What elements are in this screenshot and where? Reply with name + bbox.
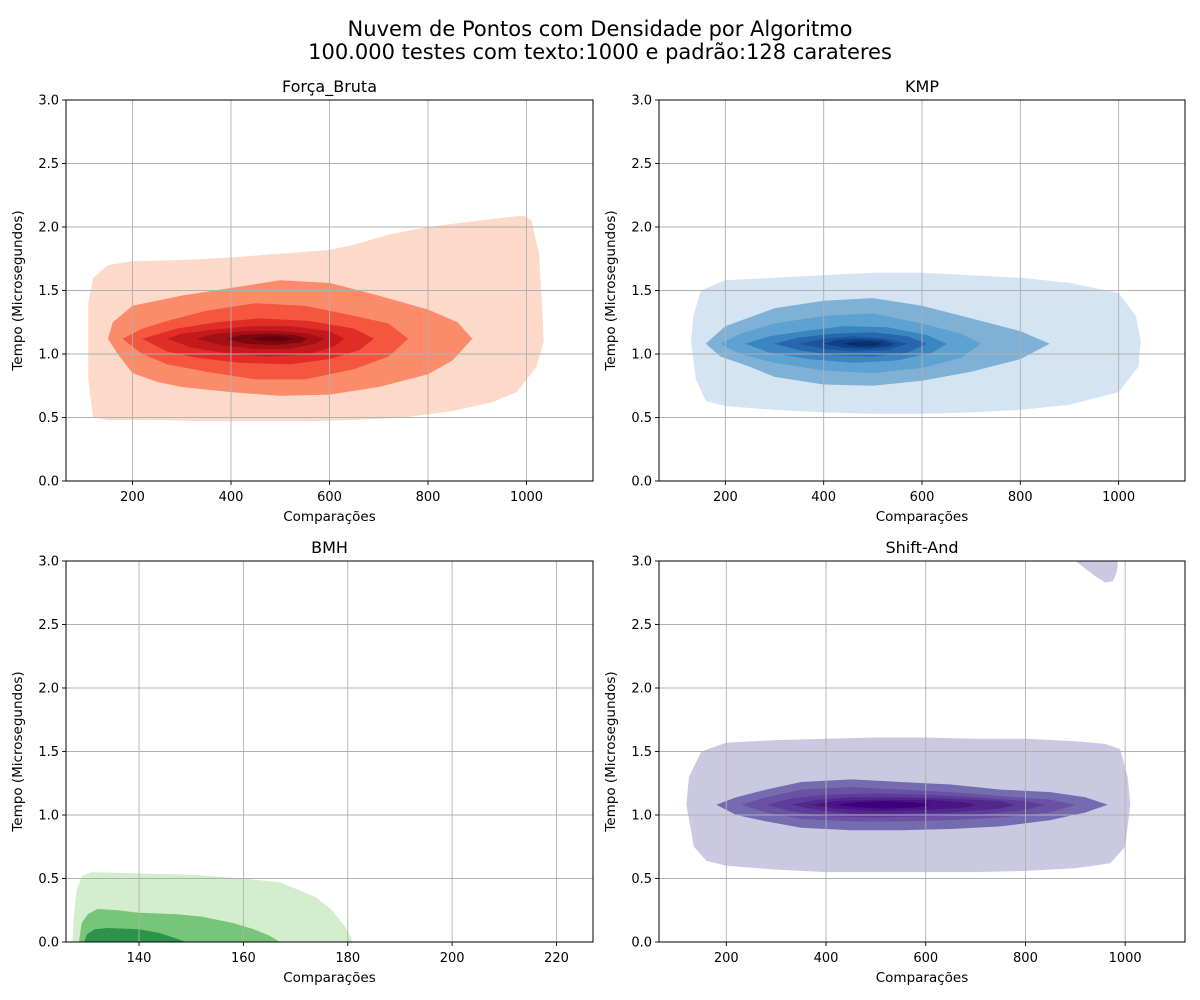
x-tick-label: 200 <box>713 490 738 505</box>
panel-4: 200 400 600 800 1000 0.0 0.5 1.0 1.5 2.0 2.5 3.0 Shi… <box>603 538 1186 986</box>
y-tick-label: 1.5 <box>631 284 652 299</box>
axes-frame <box>658 99 1186 482</box>
x-tick-label: 200 <box>120 490 145 505</box>
y-tick-label: 2.0 <box>38 221 59 236</box>
density-level-8 <box>250 336 293 342</box>
panels-group: 200 400 600 800 1000 0.0 0.5 1.0 1.5 2.0 2.5 3.0 For… <box>10 77 1186 986</box>
x-tick-label: 600 <box>317 490 342 505</box>
y-tick-label: 3.0 <box>38 94 59 109</box>
y-tick-label: 0.5 <box>38 872 59 887</box>
x-tick-label: 400 <box>814 951 839 966</box>
panel-title: BMH <box>311 538 348 557</box>
density-contours <box>88 215 544 422</box>
density-contours <box>686 561 1131 873</box>
x-tick-label: 1000 <box>510 490 543 505</box>
y-tick-label: 2.0 <box>631 682 652 697</box>
panel-title: Força_Bruta <box>282 77 377 97</box>
y-tick-label: 2.5 <box>38 157 59 172</box>
y-tick-label: 1.5 <box>631 745 652 760</box>
density-contours <box>72 872 354 942</box>
y-tick-label: 0.0 <box>38 475 59 490</box>
x-tick-label: 220 <box>544 951 569 966</box>
panel-3: 140 160 180 200 220 0.0 0.5 1.0 1.5 2.0 2.5 3.0 BMH C… <box>10 538 594 986</box>
density-level-7 <box>836 801 931 809</box>
panel-1: 200 400 600 800 1000 0.0 0.5 1.0 1.5 2.0 2.5 3.0 For… <box>10 77 594 525</box>
x-tick-label: 1000 <box>1109 951 1142 966</box>
figure-title-line2: 100.000 testes com texto:1000 e padrão:1… <box>308 40 892 64</box>
y-tick-label: 0.5 <box>38 411 59 426</box>
x-tick-label: 800 <box>1013 951 1038 966</box>
x-tick-label: 400 <box>219 490 244 505</box>
y-tick-label: 3.0 <box>38 555 59 570</box>
x-axis-label: Comparações <box>876 970 969 986</box>
y-axis-label: Tempo (Microsegundos) <box>603 671 619 832</box>
x-tick-label: 1000 <box>1102 490 1135 505</box>
x-tick-label: 180 <box>335 951 360 966</box>
x-axis-label: Comparações <box>876 509 969 525</box>
y-tick-label: 0.5 <box>631 872 652 887</box>
x-tick-label: 140 <box>127 951 152 966</box>
density-contours <box>691 272 1141 414</box>
y-tick-label: 1.0 <box>38 348 59 363</box>
panel-2: 200 400 600 800 1000 0.0 0.5 1.0 1.5 2.0 2.5 3.0 KMP… <box>603 77 1186 525</box>
y-tick-label: 2.0 <box>38 682 59 697</box>
y-tick-label: 3.0 <box>631 94 652 109</box>
y-tick-label: 0.5 <box>631 411 652 426</box>
x-tick-label: 800 <box>1008 490 1033 505</box>
x-tick-label: 600 <box>910 490 935 505</box>
y-tick-label: 0.0 <box>38 936 59 951</box>
y-tick-label: 2.5 <box>38 618 59 633</box>
y-tick-label: 0.0 <box>631 936 652 951</box>
y-tick-label: 1.5 <box>38 745 59 760</box>
y-tick-label: 2.5 <box>631 157 652 172</box>
y-axis-label: Tempo (Microsegundos) <box>603 210 619 371</box>
axes-frame <box>65 99 594 482</box>
y-tick-label: 2.0 <box>631 221 652 236</box>
density-outlier-region <box>1075 561 1118 583</box>
panel-title: Shift-And <box>885 538 958 557</box>
x-axis-label: Comparações <box>283 509 376 525</box>
y-tick-label: 1.0 <box>38 809 59 824</box>
y-tick-label: 1.0 <box>631 348 652 363</box>
y-tick-label: 0.0 <box>631 475 652 490</box>
x-tick-label: 160 <box>231 951 256 966</box>
x-tick-label: 800 <box>416 490 441 505</box>
axes-frame <box>65 560 594 943</box>
axes-frame <box>658 560 1186 943</box>
figure-title-line1: Nuvem de Pontos com Densidade por Algori… <box>348 17 853 41</box>
y-tick-label: 1.0 <box>631 809 652 824</box>
y-axis-label: Tempo (Microsegundos) <box>10 671 26 832</box>
x-tick-label: 200 <box>440 951 465 966</box>
y-tick-label: 3.0 <box>631 555 652 570</box>
x-tick-label: 400 <box>811 490 836 505</box>
density-level-3 <box>84 928 186 942</box>
y-axis-label: Tempo (Microsegundos) <box>10 210 26 371</box>
y-tick-label: 1.5 <box>38 284 59 299</box>
x-tick-label: 200 <box>714 951 739 966</box>
density-level-8 <box>843 341 883 347</box>
y-tick-label: 2.5 <box>631 618 652 633</box>
panel-title: KMP <box>905 77 939 96</box>
x-tick-label: 600 <box>913 951 938 966</box>
x-axis-label: Comparações <box>283 970 376 986</box>
